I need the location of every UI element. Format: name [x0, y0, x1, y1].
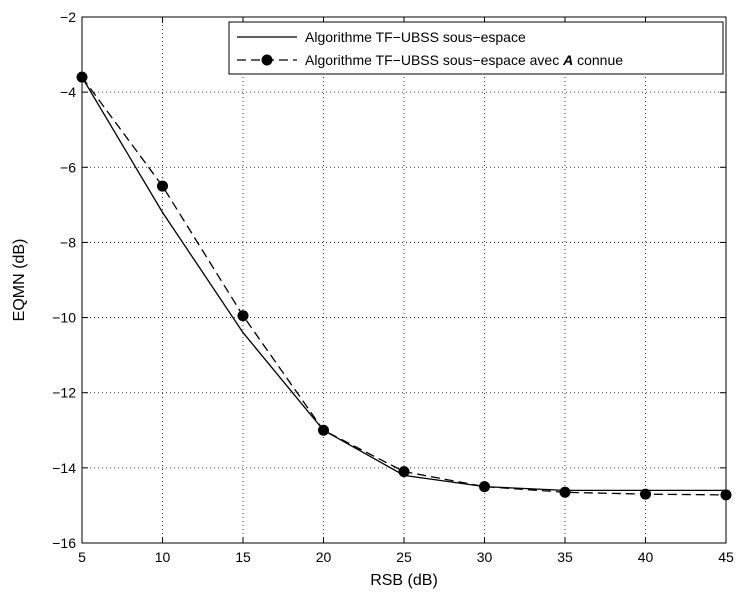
series-2-point [479, 481, 490, 493]
x-axis-label: RSB (dB) [370, 572, 438, 589]
legend-label-1: Algorithme TF−UBSS sous−espace [305, 29, 526, 45]
y-tick-label: −16 [52, 535, 76, 551]
y-tick-label: −6 [60, 159, 76, 175]
y-tick-label: −12 [52, 385, 76, 401]
series-2-point [76, 71, 88, 83]
grid [82, 17, 726, 543]
axis-ticks: 5 10 15 20 25 30 35 40 45 −2 −4 −6 −8 −10 −12 −14 −16 [52, 9, 734, 565]
y-tick-label: −14 [52, 460, 76, 476]
x-tick-label: 5 [78, 549, 86, 565]
x-tick-label: 25 [396, 549, 412, 565]
y-tick-label: −8 [60, 234, 76, 250]
series-2-point [640, 488, 651, 500]
y-tick-label: −2 [60, 9, 76, 25]
y-tick-label: −10 [52, 310, 76, 326]
x-tick-label: 30 [477, 549, 493, 565]
series-2-point [157, 180, 168, 192]
series-group [76, 71, 732, 501]
x-tick-label: 10 [155, 549, 171, 565]
x-tick-label: 20 [316, 549, 332, 565]
legend-label-2: Algorithme TF−UBSS sous−espace avec A co… [305, 52, 623, 68]
series-2-point [318, 424, 329, 436]
series-2-point [237, 310, 249, 322]
legend: Algorithme TF−UBSS sous−espace Algorithme… [228, 21, 724, 75]
x-tick-label: 45 [718, 549, 734, 565]
x-tick-label: 40 [638, 549, 654, 565]
legend-marker-2 [261, 54, 273, 66]
series-2-point [559, 486, 571, 498]
series-2-point [398, 466, 410, 478]
x-tick-label: 15 [235, 549, 251, 565]
series-2-point [720, 489, 732, 501]
legend-box [228, 21, 724, 75]
y-axis-label: EQMN (dB) [11, 239, 28, 322]
x-tick-label: 35 [557, 549, 573, 565]
y-tick-label: −4 [60, 84, 76, 100]
